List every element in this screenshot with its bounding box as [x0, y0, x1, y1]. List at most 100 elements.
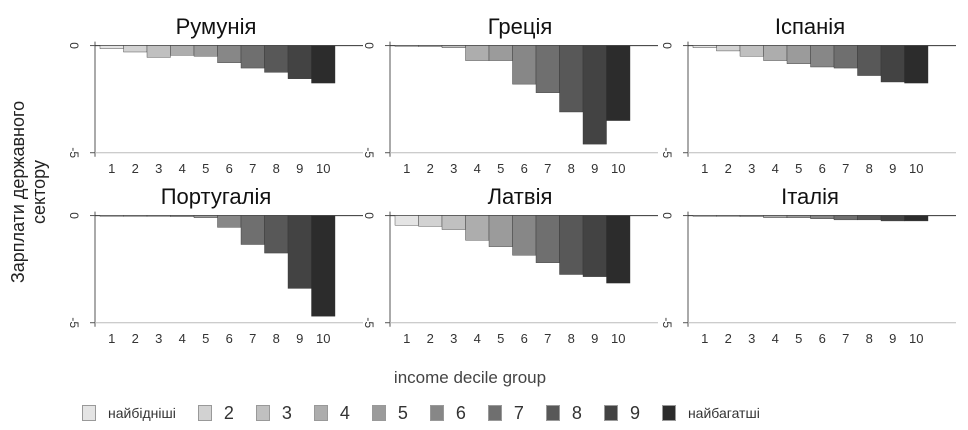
legend-label: 3	[281, 402, 292, 423]
x-tick-label: 3	[450, 161, 457, 176]
x-tick-label: 8	[866, 331, 873, 346]
chart-title: Італія	[781, 184, 839, 209]
x-tick-label: 10	[611, 161, 625, 176]
x-tick-label: 2	[132, 331, 139, 346]
bar	[465, 45, 490, 61]
bar	[716, 215, 741, 217]
x-tick-label: 7	[842, 161, 849, 176]
legend-swatch	[429, 405, 444, 421]
chart-title: Греція	[488, 14, 553, 39]
bar	[240, 45, 265, 69]
bar	[904, 45, 929, 84]
y-tick-label: -5	[660, 317, 674, 328]
bar	[535, 45, 560, 93]
legend-label: найбідніші	[108, 405, 176, 421]
y-tick-label: -5	[67, 317, 81, 328]
x-tick-label: 9	[889, 331, 896, 346]
x-tick-label: 8	[568, 161, 575, 176]
x-tick-label: 1	[403, 331, 410, 346]
x-tick-label: 4	[772, 331, 779, 346]
x-tick-label: 8	[866, 161, 873, 176]
x-tick-label: 3	[748, 331, 755, 346]
x-tick-label: 5	[795, 161, 802, 176]
bar	[763, 45, 788, 61]
x-tick-label: 8	[273, 331, 280, 346]
bar	[606, 215, 631, 284]
bar	[488, 45, 513, 61]
bar	[146, 215, 171, 217]
legend-label: 9	[629, 402, 640, 423]
x-tick-label: 10	[909, 331, 923, 346]
chart-title: Румунія	[176, 14, 257, 39]
bar	[441, 45, 466, 48]
legend-swatch	[82, 405, 96, 421]
x-tick-label: 5	[497, 161, 504, 176]
x-tick-label: 2	[427, 161, 434, 176]
legend-item: 7	[487, 402, 524, 424]
x-tick-label: 9	[296, 161, 303, 176]
bar	[488, 215, 513, 247]
bar	[512, 215, 537, 256]
legend-item: 5	[371, 402, 408, 424]
y-tick-label: -5	[660, 147, 674, 158]
bar	[287, 215, 312, 289]
bar	[582, 215, 607, 277]
bar	[582, 45, 607, 145]
legend-item: 9	[603, 402, 640, 424]
y-tick-label: -5	[362, 147, 376, 158]
legend-item: 2	[197, 402, 234, 424]
legend-label: 8	[571, 402, 582, 423]
x-tick-label: 5	[202, 161, 209, 176]
y-tick-label: -5	[362, 317, 376, 328]
x-tick-label: 2	[132, 161, 139, 176]
bar	[739, 45, 764, 57]
bar	[311, 215, 336, 317]
legend-label: 2	[223, 402, 234, 423]
bar	[535, 215, 560, 263]
x-tick-label: 1	[701, 161, 708, 176]
x-tick-label: 2	[725, 331, 732, 346]
legend-item: 8	[545, 402, 582, 424]
x-tick-label: 6	[819, 161, 826, 176]
bar	[146, 45, 171, 58]
bar	[311, 45, 336, 84]
legend-label: 5	[397, 402, 408, 423]
legend-label: 7	[513, 402, 524, 423]
bar	[394, 45, 419, 47]
chart-panel: Італія 0 -5 1 2 3 4 5 6 7 8 9 10	[660, 184, 956, 346]
legend: найбідніші 2 3 4 5 6 7 8 9 найбагатші	[82, 400, 782, 426]
bar	[763, 215, 788, 218]
legend-swatch	[661, 405, 676, 421]
x-tick-label: 9	[296, 331, 303, 346]
legend-swatch	[545, 405, 560, 421]
bar	[264, 215, 289, 254]
bar	[170, 215, 195, 217]
x-tick-label: 7	[249, 161, 256, 176]
x-tick-label: 4	[179, 331, 186, 346]
x-tick-label: 5	[795, 331, 802, 346]
y-tick-label: 0	[362, 212, 376, 219]
chart-panel: Румунія 0 -5 1 2 3 4 5 6 7 8 9 10	[67, 14, 363, 176]
y-tick-label: 0	[67, 42, 81, 49]
bar	[857, 45, 882, 76]
x-tick-label: 10	[611, 331, 625, 346]
legend-swatch	[371, 405, 386, 421]
bar	[904, 215, 929, 222]
x-tick-label: 3	[155, 331, 162, 346]
x-tick-label: 4	[179, 161, 186, 176]
x-tick-label: 7	[842, 331, 849, 346]
legend-swatch	[197, 405, 212, 421]
bar	[716, 45, 741, 52]
bar	[287, 45, 312, 79]
bar	[606, 45, 631, 121]
x-tick-label: 3	[748, 161, 755, 176]
chart-title: Латвія	[488, 184, 553, 209]
x-tick-label: 5	[202, 331, 209, 346]
legend-item: 3	[255, 402, 292, 424]
x-tick-label: 1	[108, 161, 115, 176]
bar	[264, 45, 289, 73]
bar	[559, 215, 584, 275]
x-tick-label: 3	[155, 161, 162, 176]
bar	[217, 45, 242, 63]
